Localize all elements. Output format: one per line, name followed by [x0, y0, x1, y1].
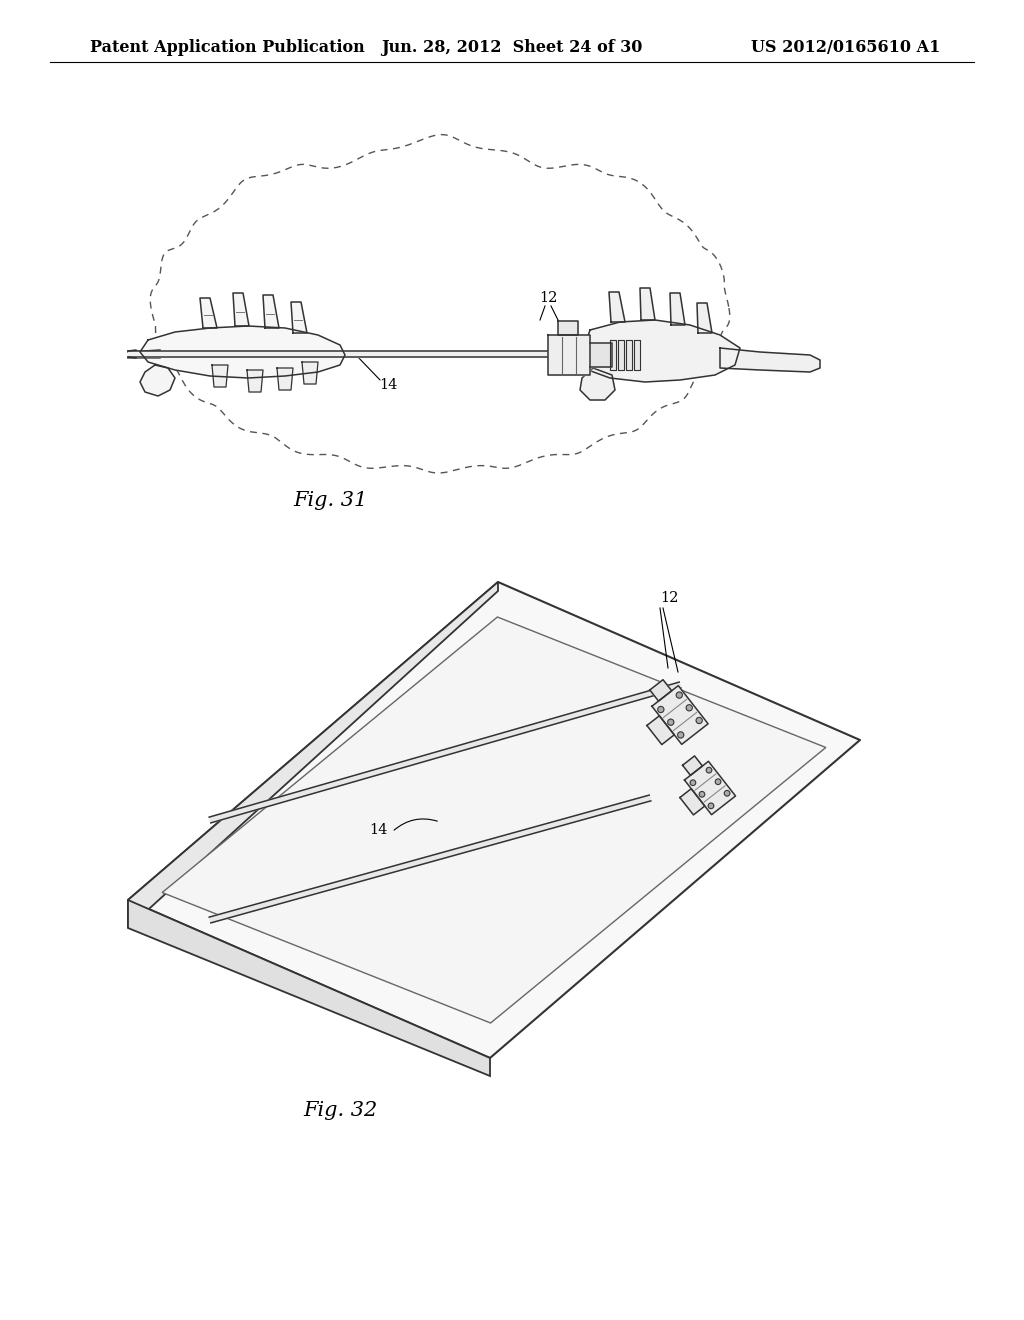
Polygon shape	[634, 341, 640, 370]
Text: 12: 12	[539, 290, 557, 305]
Text: 12: 12	[660, 591, 678, 605]
Circle shape	[699, 792, 705, 797]
Polygon shape	[278, 368, 293, 389]
Text: Fig. 32: Fig. 32	[303, 1101, 377, 1119]
Polygon shape	[558, 321, 578, 335]
Circle shape	[690, 780, 695, 785]
Text: Fig. 31: Fig. 31	[293, 491, 368, 510]
Circle shape	[676, 692, 682, 698]
Polygon shape	[684, 762, 735, 814]
Polygon shape	[670, 293, 685, 325]
Polygon shape	[247, 370, 263, 392]
Polygon shape	[590, 343, 612, 367]
Circle shape	[696, 717, 702, 723]
Circle shape	[724, 791, 730, 796]
Polygon shape	[128, 900, 490, 1076]
Polygon shape	[720, 348, 820, 372]
Circle shape	[668, 719, 674, 725]
Polygon shape	[680, 788, 705, 814]
Polygon shape	[647, 715, 674, 744]
Polygon shape	[162, 616, 825, 1023]
Polygon shape	[263, 294, 279, 327]
Circle shape	[715, 779, 721, 784]
Polygon shape	[697, 304, 712, 333]
Circle shape	[686, 705, 692, 711]
Polygon shape	[302, 362, 318, 384]
Circle shape	[657, 706, 664, 713]
Polygon shape	[291, 302, 307, 333]
Polygon shape	[233, 293, 249, 326]
Polygon shape	[626, 341, 632, 370]
Text: US 2012/0165610 A1: US 2012/0165610 A1	[751, 40, 940, 57]
Polygon shape	[140, 366, 175, 396]
Polygon shape	[580, 368, 615, 400]
Polygon shape	[128, 582, 860, 1059]
Polygon shape	[618, 341, 624, 370]
Circle shape	[709, 803, 714, 809]
Text: 14: 14	[370, 822, 388, 837]
Polygon shape	[128, 582, 498, 928]
Polygon shape	[609, 292, 625, 322]
Polygon shape	[128, 351, 548, 356]
Polygon shape	[640, 288, 655, 319]
Polygon shape	[212, 366, 228, 387]
Polygon shape	[683, 756, 702, 775]
Circle shape	[678, 731, 684, 738]
Polygon shape	[140, 326, 345, 378]
Polygon shape	[580, 319, 740, 381]
Polygon shape	[650, 680, 672, 701]
Text: Patent Application Publication: Patent Application Publication	[90, 40, 365, 57]
Polygon shape	[200, 298, 217, 327]
Polygon shape	[652, 685, 708, 744]
Polygon shape	[209, 682, 681, 822]
Circle shape	[707, 767, 712, 774]
Polygon shape	[209, 795, 651, 923]
Text: 14: 14	[379, 378, 397, 392]
Polygon shape	[548, 335, 590, 375]
Text: Jun. 28, 2012  Sheet 24 of 30: Jun. 28, 2012 Sheet 24 of 30	[381, 40, 643, 57]
Polygon shape	[610, 341, 616, 370]
